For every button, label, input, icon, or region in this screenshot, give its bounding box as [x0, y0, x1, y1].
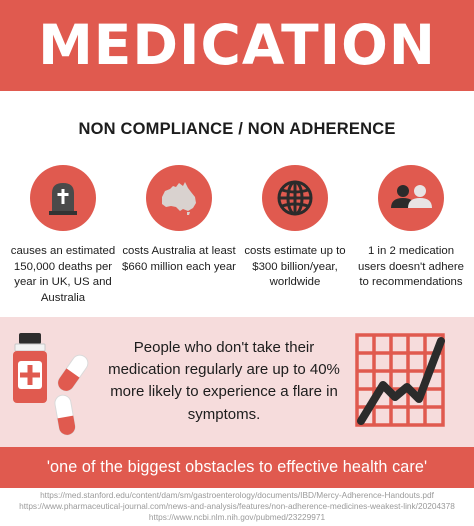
quote-text: 'one of the biggest obstacles to effecti…: [46, 458, 428, 476]
people-icon: [391, 185, 432, 208]
stat-australia-cost: costs Australia at least $660 million ea…: [121, 165, 237, 275]
stat-text: costs Australia at least $660 million ea…: [122, 245, 236, 273]
source-link[interactable]: https://www.ncbi.nlm.nih.gov/pubmed/2322…: [148, 512, 326, 523]
gravestone-icon: [49, 183, 77, 215]
stat-icon-circle: [146, 165, 212, 231]
rising-chart-icon: [355, 333, 445, 427]
medication-pills-icon: [13, 333, 89, 436]
globe-icon: [277, 180, 313, 216]
stat-worldwide-cost: costs estimate up to $300 billion/year, …: [237, 165, 353, 291]
stat-icon-circle: [378, 165, 444, 231]
stat-deaths: causes an estimated 150,000 deaths per y…: [5, 165, 121, 306]
title-banner: MEDICATION: [0, 0, 474, 91]
page-title: MEDICATION: [38, 13, 436, 77]
sources-list: https://med.stanford.edu/content/dam/sm/…: [0, 490, 474, 523]
source-link[interactable]: https://www.pharmaceutical-journal.com/n…: [19, 501, 455, 512]
australia-map-icon: [162, 182, 196, 215]
subtitle: NON COMPLIANCE / NON ADHERENCE: [78, 120, 396, 138]
flare-statistic-text: People who don't take their medication r…: [108, 339, 340, 423]
stat-text: costs estimate up to $300 billion/year, …: [244, 245, 346, 288]
stat-icon-circle: [262, 165, 328, 231]
quote-banner: 'one of the biggest obstacles to effecti…: [0, 447, 474, 488]
stat-text: causes an estimated 150,000 deaths per y…: [10, 245, 116, 304]
stat-adherence-ratio: 1 in 2 medication users doesn't adhere t…: [353, 165, 469, 291]
source-link[interactable]: https://med.stanford.edu/content/dam/sm/…: [40, 490, 434, 500]
stat-icon-circle: [30, 165, 96, 231]
stat-text: 1 in 2 medication users doesn't adhere t…: [357, 245, 465, 288]
